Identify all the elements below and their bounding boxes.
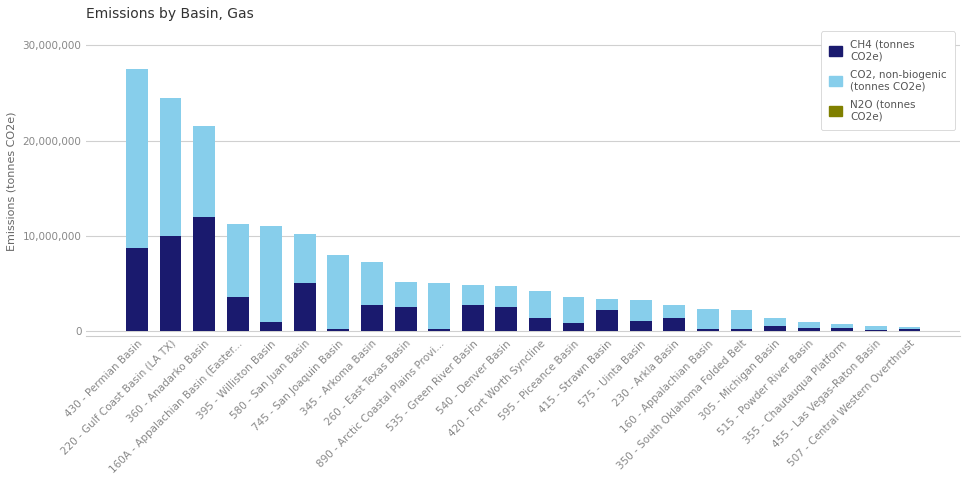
Bar [193, 126, 215, 217]
Bar [495, 307, 517, 331]
Bar [563, 323, 584, 331]
Bar [361, 262, 383, 305]
Bar [798, 322, 820, 328]
Bar [563, 297, 584, 323]
Bar [428, 329, 450, 331]
Bar [328, 329, 349, 331]
Bar [764, 318, 786, 326]
Y-axis label: Emissions (tonnes CO2e): Emissions (tonnes CO2e) [7, 111, 17, 251]
Legend: CH4 (tonnes
CO2e), CO2, non-biogenic
(tonnes CO2e), N2O (tonnes
CO2e): CH4 (tonnes CO2e), CO2, non-biogenic (to… [821, 31, 954, 130]
Bar [730, 310, 752, 329]
Bar [864, 330, 887, 331]
Bar [226, 224, 249, 297]
Bar [529, 291, 551, 318]
Bar [898, 329, 921, 331]
Bar [832, 324, 853, 328]
Bar [428, 283, 450, 329]
Bar [864, 326, 887, 330]
Bar [798, 328, 820, 331]
Bar [495, 286, 517, 307]
Bar [462, 305, 484, 331]
Bar [361, 305, 383, 331]
Bar [462, 285, 484, 305]
Bar [832, 328, 853, 331]
Bar [663, 318, 686, 331]
Bar [260, 322, 282, 331]
Bar [730, 329, 752, 331]
Bar [160, 98, 182, 236]
Bar [529, 318, 551, 331]
Bar [764, 326, 786, 331]
Bar [597, 310, 618, 331]
Bar [328, 255, 349, 329]
Bar [126, 248, 148, 331]
Bar [630, 321, 652, 331]
Bar [663, 305, 686, 318]
Bar [697, 329, 718, 331]
Bar [226, 297, 249, 331]
Bar [193, 217, 215, 331]
Bar [395, 307, 417, 331]
Bar [294, 234, 316, 283]
Bar [160, 236, 182, 331]
Bar [294, 283, 316, 331]
Bar [697, 309, 718, 329]
Bar [630, 299, 652, 321]
Bar [126, 69, 148, 248]
Text: Emissions by Basin, Gas: Emissions by Basin, Gas [86, 7, 254, 21]
Bar [260, 226, 282, 322]
Bar [395, 282, 417, 307]
Bar [898, 327, 921, 329]
Bar [597, 298, 618, 310]
